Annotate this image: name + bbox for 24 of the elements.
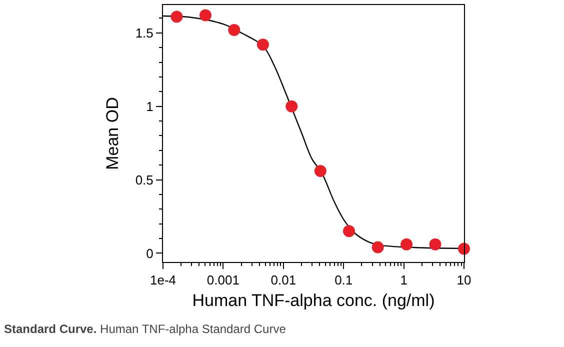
x-tick-label: 0.01 [270,272,296,288]
x-axis-title: Human TNF-alpha conc. (ng/ml) [192,291,435,310]
x-tick-label: 10 [456,272,472,288]
point [372,241,384,254]
point [429,238,442,250]
point [170,10,183,23]
y-tick-label: 1.5 [135,25,154,40]
y-axis-title: Mean OD [102,97,122,170]
text: Standard Curve. Human TNF-alpha Standard Curve [4,322,286,336]
point [458,242,470,255]
y-tick-label: 1 [146,98,154,114]
x-tick-label: 1 [400,272,408,288]
x-tick-label: 0.001 [206,272,240,288]
point [199,9,212,22]
point [343,225,356,238]
x-tick-label: 0.1 [334,272,353,288]
y-tick-label: 0 [146,246,154,261]
point [228,24,240,36]
point [286,100,298,112]
point [314,164,326,177]
x-tick-label: 1e-4 [150,272,176,288]
point [256,38,269,51]
y-tick-label: 0.5 [135,172,154,188]
point [400,238,413,250]
